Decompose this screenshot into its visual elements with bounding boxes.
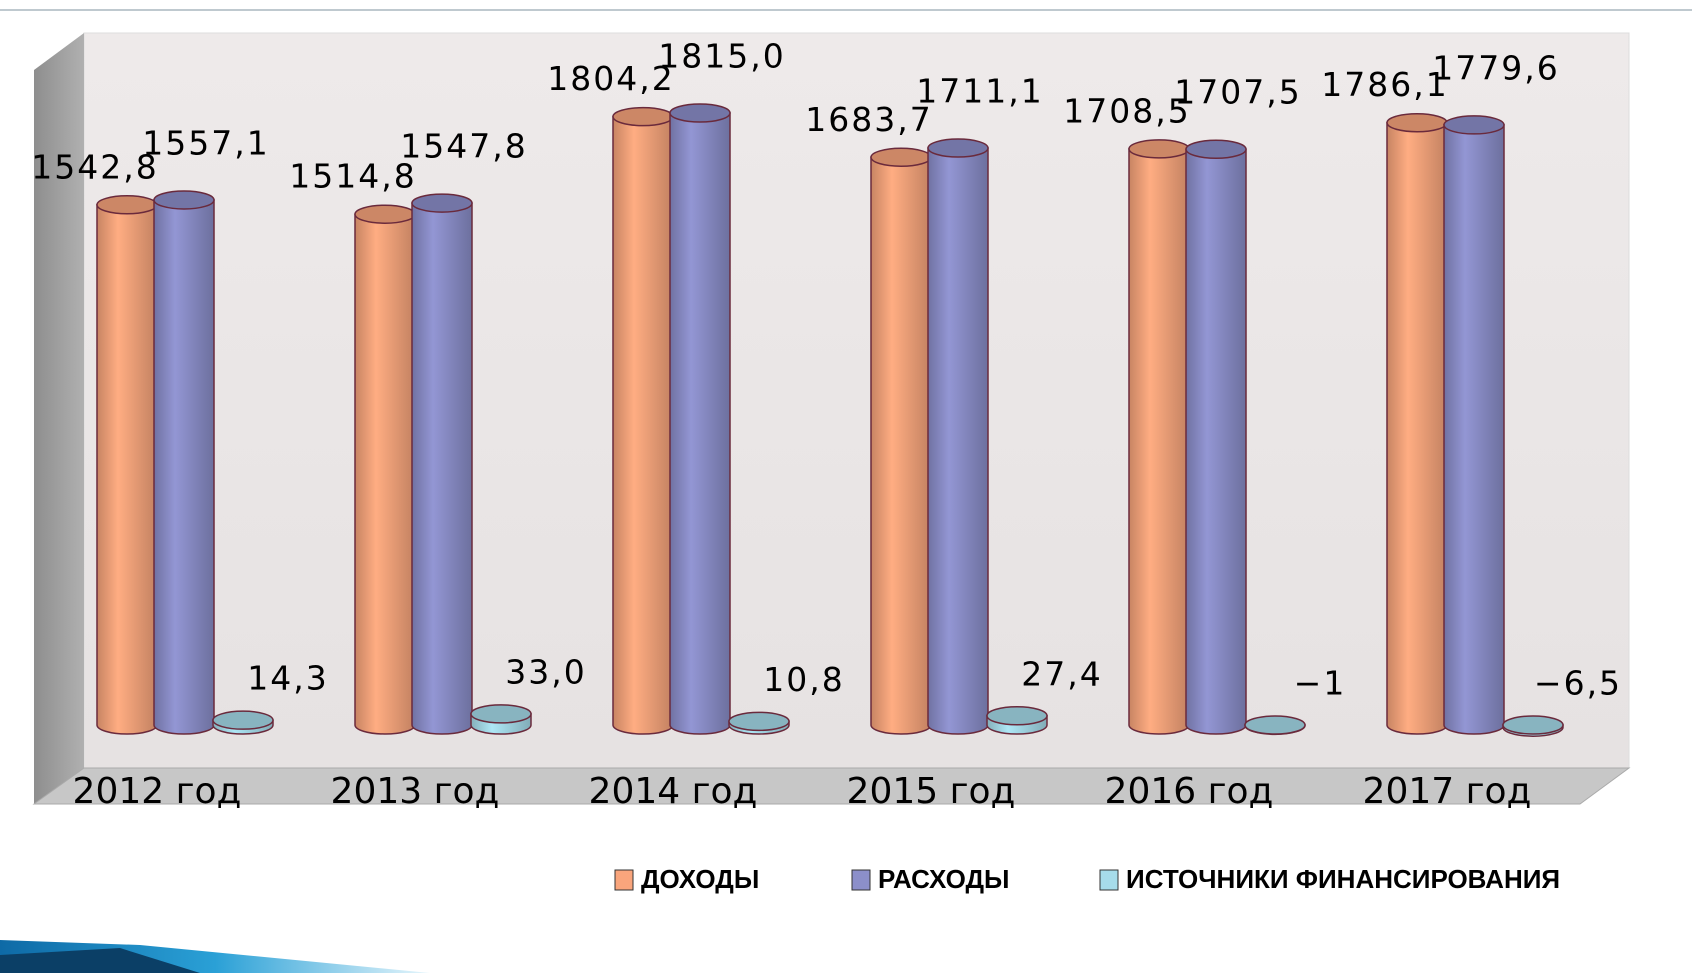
cylinder bbox=[354, 213, 416, 735]
cylinder bbox=[1386, 121, 1448, 735]
cylinder-top bbox=[870, 147, 932, 168]
value-label: −6,5 bbox=[1534, 664, 1622, 703]
cylinder-top bbox=[1244, 715, 1306, 735]
value-label: 1708,5 bbox=[1063, 91, 1190, 130]
floor bbox=[32, 767, 1631, 805]
value-label: 33,0 bbox=[505, 652, 586, 691]
cylinder-top bbox=[612, 106, 674, 127]
cylinder bbox=[1185, 148, 1247, 735]
cylinder bbox=[1128, 148, 1190, 735]
x-tick-label: 2015 год bbox=[847, 771, 1016, 812]
cylinder-top bbox=[669, 103, 731, 123]
cylinder bbox=[612, 115, 674, 735]
value-label: 1547,8 bbox=[400, 127, 527, 166]
value-label: 1707,5 bbox=[1174, 73, 1301, 112]
value-label: 1804,2 bbox=[547, 59, 674, 98]
value-label: 1683,7 bbox=[805, 100, 932, 139]
cylinder-top bbox=[1386, 112, 1448, 133]
cylinder bbox=[153, 199, 215, 735]
value-label: 1542,8 bbox=[31, 147, 158, 186]
cylinder bbox=[1443, 124, 1505, 735]
value-label: 1786,1 bbox=[1321, 65, 1448, 104]
x-tick-label: 2013 год bbox=[331, 771, 500, 812]
value-label: −1 bbox=[1294, 664, 1347, 703]
value-label: 10,8 bbox=[763, 660, 844, 699]
cylinder-top bbox=[354, 204, 416, 224]
cylinder bbox=[870, 156, 932, 735]
x-tick-label: 2012 год bbox=[73, 771, 242, 812]
value-label: 14,3 bbox=[247, 659, 328, 698]
cylinder-top bbox=[1128, 139, 1190, 159]
cylinder-top bbox=[96, 195, 158, 215]
value-label: 1711,1 bbox=[916, 72, 1043, 111]
legend-swatch bbox=[851, 869, 871, 891]
x-tick-label: 2016 год bbox=[1105, 771, 1274, 812]
legend-swatch bbox=[614, 869, 634, 891]
legend-swatch bbox=[1099, 869, 1119, 891]
side-wall bbox=[34, 33, 84, 804]
cylinder-top bbox=[212, 710, 274, 730]
value-label: 1557,1 bbox=[142, 123, 269, 162]
back-wall bbox=[83, 32, 1630, 769]
value-label: 1815,0 bbox=[658, 37, 785, 76]
cylinder-top bbox=[1443, 115, 1505, 135]
cylinder-top bbox=[411, 193, 473, 213]
cylinder-top bbox=[1185, 139, 1247, 159]
cylinder-top bbox=[470, 704, 532, 724]
cylinder-top bbox=[153, 190, 215, 210]
cylinder bbox=[96, 204, 158, 735]
cylinder-top bbox=[986, 706, 1048, 726]
value-label: 27,4 bbox=[1021, 654, 1102, 693]
legend-label: ИСТОЧНИКИ ФИНАНСИРОВАНИЯ bbox=[1126, 864, 1560, 894]
x-tick-label: 2017 год bbox=[1363, 771, 1532, 812]
value-label: 1514,8 bbox=[289, 157, 416, 196]
cylinder bbox=[669, 112, 731, 735]
legend-label: РАСХОДЫ bbox=[878, 864, 1010, 894]
decor-swoosh-dark bbox=[0, 948, 200, 973]
cylinder-top bbox=[728, 711, 790, 732]
cylinder-top bbox=[1502, 715, 1564, 735]
cylinder bbox=[927, 147, 989, 735]
cylinder-top bbox=[927, 138, 989, 158]
x-tick-label: 2014 год bbox=[589, 771, 758, 812]
legend-label: ДОХОДЫ bbox=[641, 864, 759, 894]
value-label: 1779,6 bbox=[1432, 48, 1559, 87]
cylinder bbox=[411, 202, 473, 735]
